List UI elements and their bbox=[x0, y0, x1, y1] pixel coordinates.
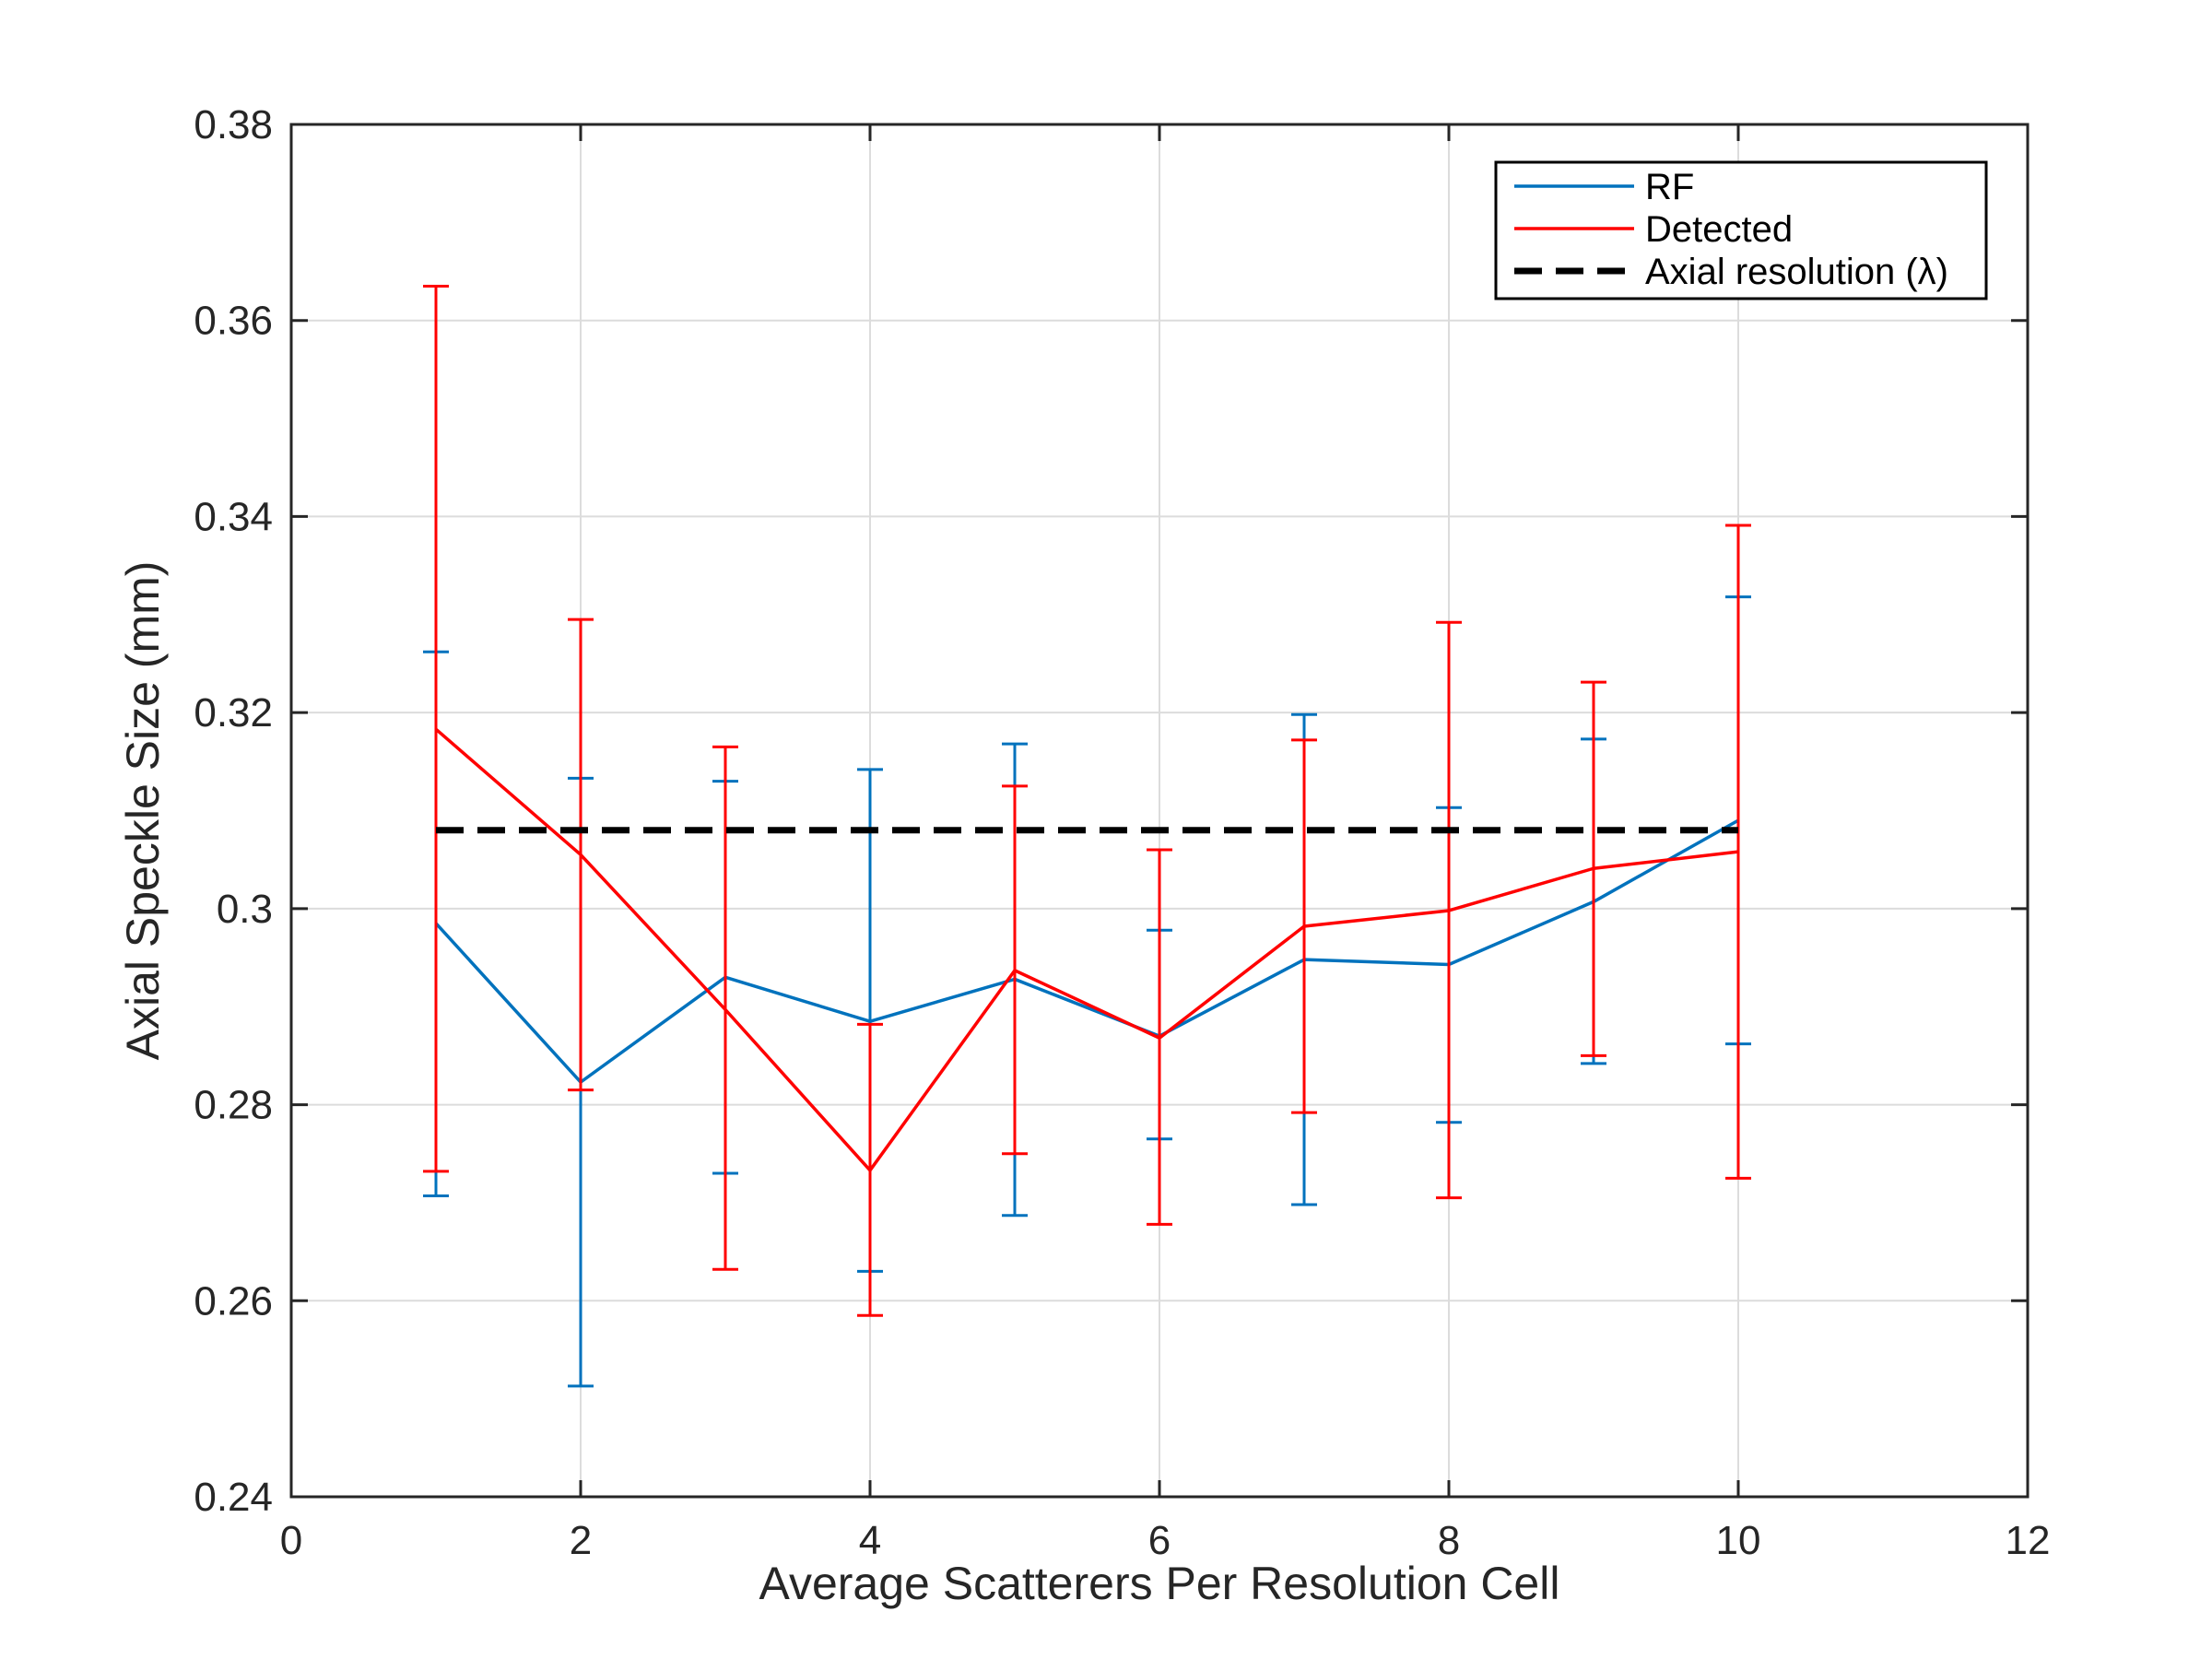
y-tick-label: 0.26 bbox=[194, 1278, 273, 1324]
y-tick-label: 0.36 bbox=[194, 299, 273, 344]
x-tick-label: 12 bbox=[2006, 1518, 2051, 1563]
axis-ticks: 0 2 4 6 8 10 12 0.24 0.26 0.28 0.3 0.32 0.34 0.36 0.38 bbox=[194, 102, 2050, 1563]
series-line bbox=[434, 818, 1739, 1084]
series-detected bbox=[423, 284, 1751, 1317]
y-tick-label: 0.32 bbox=[194, 690, 273, 735]
y-axis-label: Axial Speckle Size (mm) bbox=[117, 561, 169, 1061]
y-tick-label: 0.34 bbox=[194, 494, 273, 539]
y-tick-label: 0.38 bbox=[194, 102, 273, 147]
y-tick-label: 0.28 bbox=[194, 1083, 273, 1128]
x-tick-label: 6 bbox=[1148, 1518, 1171, 1563]
legend-label: Axial resolution (λ) bbox=[1645, 252, 1948, 292]
y-tick-label: 0.3 bbox=[217, 887, 273, 932]
series-line bbox=[434, 727, 1739, 1172]
legend-label: Detected bbox=[1645, 209, 1793, 250]
series-layer bbox=[423, 284, 1751, 1388]
legend-box bbox=[1494, 160, 1988, 300]
x-tick-label: 2 bbox=[570, 1518, 592, 1563]
x-tick-label: 0 bbox=[280, 1518, 302, 1563]
x-axis-label: Average Scatterers Per Resolution Cell bbox=[759, 1558, 1560, 1609]
x-tick-label: 4 bbox=[859, 1518, 881, 1563]
legend-label: RF bbox=[1645, 167, 1694, 207]
y-tick-label: 0.24 bbox=[194, 1475, 273, 1520]
x-tick-label: 8 bbox=[1438, 1518, 1460, 1563]
x-tick-label: 10 bbox=[1716, 1518, 1761, 1563]
